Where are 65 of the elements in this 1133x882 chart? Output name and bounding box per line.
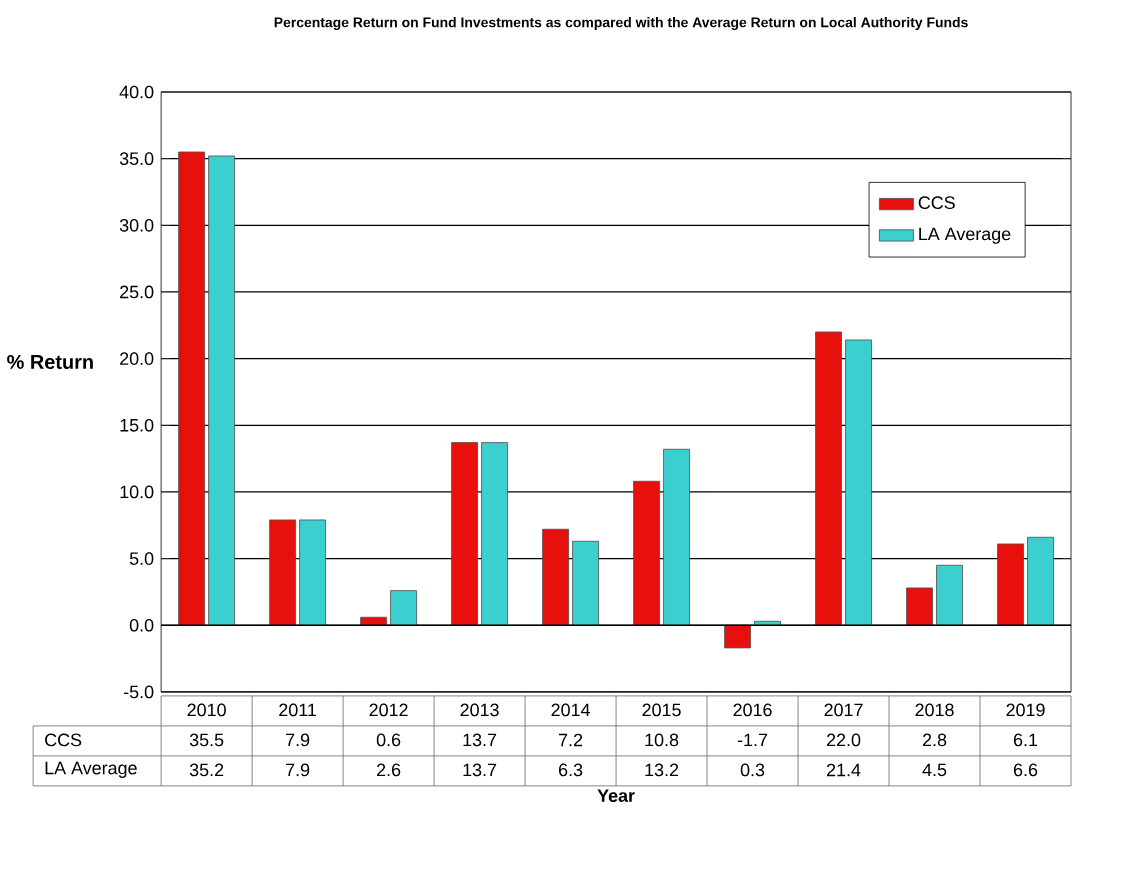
bar xyxy=(997,543,1024,626)
bar xyxy=(815,331,842,626)
y-tick-label: 0.0 xyxy=(129,618,154,632)
data-label: 35.5 xyxy=(189,733,224,747)
text: CCS xyxy=(45,733,82,747)
bar xyxy=(906,587,933,626)
data-label: 6.1 xyxy=(1013,733,1038,747)
x-tick-label: 2012 xyxy=(369,703,408,717)
y-tick-label: 20.0 xyxy=(120,352,154,366)
x-tick-label: 2019 xyxy=(1006,703,1045,717)
y-axis-title: % Return xyxy=(7,354,93,370)
data-label: 6.3 xyxy=(559,763,583,777)
bar xyxy=(845,339,872,626)
x-tick-label: 2013 xyxy=(460,703,499,717)
legend-label: LA Average xyxy=(919,227,1011,244)
bar xyxy=(208,155,235,626)
x-tick-label: 2016 xyxy=(733,703,772,717)
y-tick-label: 25.0 xyxy=(120,285,154,299)
bar xyxy=(936,564,963,626)
chart-title: Percentage Return on Fund Investments as compared with the Average Return on Local Authority Funds xyxy=(274,17,968,31)
data-label: 7.9 xyxy=(286,733,310,747)
x-tick-label: 2018 xyxy=(915,703,954,717)
data-label: 2.8 xyxy=(922,733,947,747)
bar xyxy=(451,442,478,626)
data-label: 22.0 xyxy=(827,733,861,747)
data-label: 6.6 xyxy=(1013,763,1038,777)
data-label: 2.6 xyxy=(377,763,401,777)
data-label: 7.2 xyxy=(559,733,583,747)
data-label: 35.2 xyxy=(189,763,224,777)
legend-label: CCS xyxy=(918,196,955,210)
y-tick-label: 30.0 xyxy=(119,218,154,232)
y-tick-label: 35.0 xyxy=(119,152,154,166)
data-label: 0.6 xyxy=(376,733,401,747)
data-label: 13.7 xyxy=(463,763,497,777)
bar xyxy=(481,442,508,626)
bar xyxy=(572,540,599,626)
bar xyxy=(299,519,326,626)
bar xyxy=(542,528,569,626)
x-tick-label: 2010 xyxy=(187,703,226,717)
data-label: 4.5 xyxy=(922,763,947,777)
bar xyxy=(269,519,297,626)
data-label: 10.8 xyxy=(645,733,679,747)
y-tick-label: 10.0 xyxy=(120,485,154,499)
data-label: -1.7 xyxy=(737,733,768,747)
data-label: 0.3 xyxy=(740,763,765,777)
bar xyxy=(633,480,660,626)
x-tick-label: 2014 xyxy=(551,703,590,717)
data-label: 13.7 xyxy=(463,733,497,747)
x-axis-title: Year xyxy=(597,789,635,803)
bar xyxy=(663,448,690,626)
y-tick-label: 5.0 xyxy=(129,552,154,565)
y-tick-label: 40.0 xyxy=(119,85,154,99)
data-label: 7.9 xyxy=(286,763,310,777)
bar xyxy=(390,590,417,626)
y-tick-label: -5.0 xyxy=(123,685,154,699)
bar xyxy=(178,151,206,626)
x-tick-label: 2011 xyxy=(279,703,316,717)
bar xyxy=(1027,536,1054,626)
data-label: 21.4 xyxy=(827,763,861,777)
x-tick-label: 2015 xyxy=(642,703,681,717)
text: LA Average xyxy=(45,761,137,778)
x-tick-label: 2017 xyxy=(824,703,863,717)
bar xyxy=(724,624,751,649)
data-label: 13.2 xyxy=(645,763,679,777)
y-tick-label: 15.0 xyxy=(120,418,154,432)
